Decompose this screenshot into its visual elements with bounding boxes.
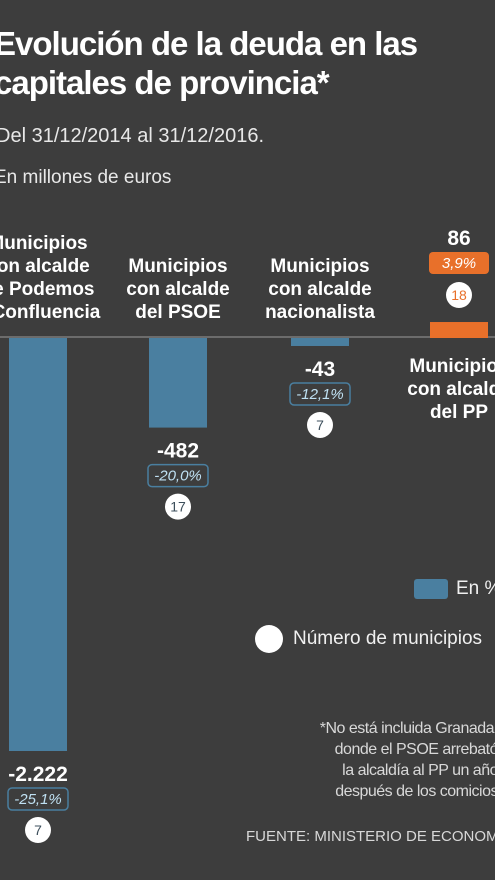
value-label-0: -2.222	[8, 763, 68, 786]
units-label: En millones de euros	[0, 167, 172, 188]
title-line-2: capitales de provincia*	[0, 64, 330, 101]
legend-count-label: Número de municipios	[293, 628, 483, 649]
category-label-0-3: y Confluencia	[0, 302, 101, 323]
count-badge-1	[165, 493, 191, 520]
bar-3	[430, 322, 488, 338]
percent-badge-2	[289, 382, 351, 406]
category-label-0-2: de Podemos	[0, 279, 94, 300]
legend-percent-label: En %	[456, 578, 495, 599]
footnote-line-3: la alcaldía al PP un año	[342, 762, 495, 779]
percent-label-0: -25,1%	[14, 791, 62, 808]
percent-badge-0	[7, 787, 69, 811]
footnote-line-4: después de los comicios	[335, 783, 495, 800]
legend-percent-swatch	[414, 579, 448, 599]
category-label-3-1: con alcalde	[407, 379, 495, 400]
chart-subtitle: Del 31/12/2014 al 31/12/2016.	[0, 125, 264, 147]
category-label-1-1: con alcalde	[126, 279, 230, 300]
category-label-1-2: del PSOE	[135, 302, 221, 323]
title-line-1: Evolución de la deuda en las	[0, 25, 418, 62]
percent-label-1: -20,0%	[154, 468, 202, 485]
category-label-1-0: Municipios	[128, 256, 227, 277]
category-label-2-1: con alcalde	[268, 279, 372, 300]
value-label-2: -43	[305, 358, 335, 381]
count-badge-2	[307, 411, 333, 438]
count-label-0: 7	[34, 822, 42, 838]
category-label-3-0: Municipios	[409, 356, 495, 377]
value-label-3: 86	[447, 227, 470, 250]
percent-badge-1	[147, 463, 209, 488]
source-note: FUENTE: MINISTERIO DE ECONOMÍA	[246, 828, 495, 845]
category-label-0-0: Municipios	[0, 233, 88, 254]
category-label-2-0: Municipios	[270, 256, 369, 277]
legend-percent: En %	[414, 578, 495, 600]
count-label-3: 18	[451, 287, 467, 303]
footnote: *No está incluida Granada, donde el PSOE…	[298, 718, 495, 802]
footnote-line-1: *No está incluida Granada,	[319, 720, 495, 737]
percent-label-2: -12,1%	[296, 386, 344, 403]
percent-label-3: 3,9%	[442, 255, 476, 272]
bar-2	[291, 338, 349, 346]
legend-count: Número de municipios	[255, 625, 482, 653]
percent-badge-3	[429, 252, 489, 274]
count-label-1: 17	[170, 499, 186, 515]
count-badge-0	[25, 817, 51, 843]
footnote-line-2: donde el PSOE arrebató	[334, 741, 495, 758]
category-label-3-2: del PP	[430, 402, 488, 423]
count-badge-3	[446, 282, 472, 308]
legend-count-swatch	[255, 625, 283, 653]
category-label-0-1: con alcalde	[0, 256, 90, 277]
chart-title: Evolución de la deuda en las capitales d…	[0, 24, 418, 102]
value-label-1: -482	[157, 440, 199, 463]
count-label-2: 7	[316, 417, 324, 433]
bar-1	[149, 338, 207, 428]
category-label-2-2: nacionalista	[265, 302, 375, 323]
bar-0	[9, 338, 67, 751]
